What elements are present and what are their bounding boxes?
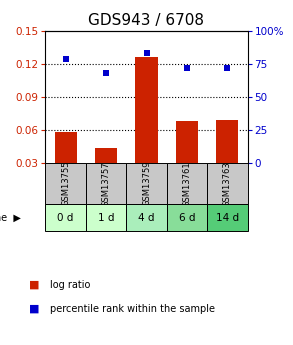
- Bar: [167, 204, 207, 231]
- Text: 1 d: 1 d: [98, 213, 114, 223]
- Point: [144, 51, 149, 56]
- Bar: [95, 148, 117, 163]
- Bar: [86, 163, 126, 204]
- Point: [104, 70, 108, 76]
- Title: GDS943 / 6708: GDS943 / 6708: [88, 13, 205, 29]
- Text: percentile rank within the sample: percentile rank within the sample: [50, 304, 215, 314]
- Text: 0 d: 0 d: [57, 213, 74, 223]
- Text: time  ▶: time ▶: [0, 213, 21, 223]
- Bar: [216, 120, 239, 163]
- Text: ■: ■: [29, 304, 40, 314]
- Bar: [126, 204, 167, 231]
- Text: GSM13763: GSM13763: [223, 161, 232, 207]
- Text: 6 d: 6 d: [179, 213, 195, 223]
- Bar: [86, 204, 126, 231]
- Bar: [176, 121, 198, 163]
- Bar: [207, 204, 248, 231]
- Text: GSM13757: GSM13757: [102, 161, 110, 207]
- Bar: [207, 163, 248, 204]
- Text: GSM13755: GSM13755: [61, 161, 70, 206]
- Bar: [45, 163, 86, 204]
- Text: ■: ■: [29, 280, 40, 289]
- Text: 14 d: 14 d: [216, 213, 239, 223]
- Text: GSM13759: GSM13759: [142, 161, 151, 206]
- Bar: [126, 163, 167, 204]
- Bar: [54, 132, 77, 163]
- Point: [185, 65, 189, 71]
- Bar: [45, 204, 86, 231]
- Text: GSM13761: GSM13761: [183, 161, 191, 207]
- Text: 4 d: 4 d: [138, 213, 155, 223]
- Bar: [167, 163, 207, 204]
- Text: log ratio: log ratio: [50, 280, 90, 289]
- Point: [63, 56, 68, 61]
- Bar: [135, 58, 158, 163]
- Point: [225, 65, 230, 71]
